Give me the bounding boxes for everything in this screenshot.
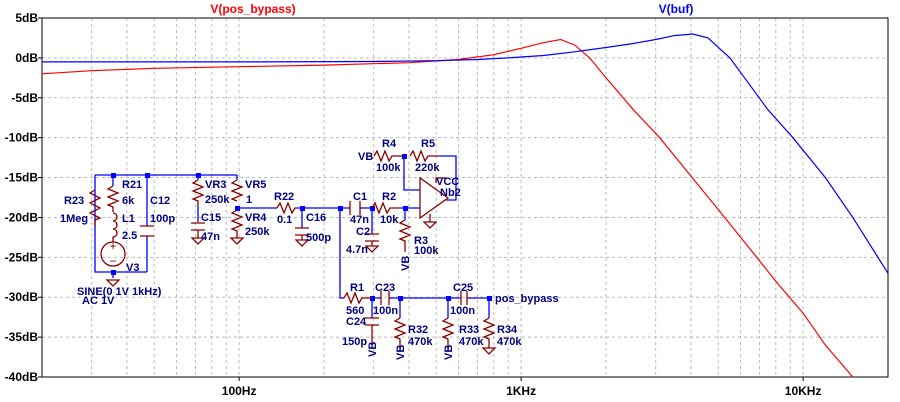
- label-r22: R22: [274, 191, 294, 203]
- legend-v-buf[interactable]: V(buf): [659, 2, 694, 16]
- y-tick-label: -35dB: [5, 330, 39, 344]
- value-r2: 10k: [380, 214, 399, 226]
- schematic[interactable]: + − R23 1Meg R21 6k L1 2.5 C12 100p V3 S…: [60, 138, 559, 360]
- y-tick-label: -25dB: [5, 250, 39, 264]
- label-c12: C12: [150, 195, 170, 207]
- value-r34: 470k: [497, 336, 522, 348]
- value-r33: 470k: [459, 336, 484, 348]
- value-r1: 560: [346, 305, 364, 317]
- label-vr4: VR4: [245, 212, 267, 224]
- value-r22: 0.1: [277, 214, 292, 226]
- net-vb-r33: VB: [443, 345, 455, 360]
- x-tick-label: 100Hz: [222, 384, 257, 398]
- value-r5: 220k: [415, 162, 440, 174]
- label-v3: V3: [126, 262, 139, 274]
- label-r21: R21: [122, 179, 142, 191]
- net-vb-c24: VB: [367, 342, 379, 357]
- value-c2: 4.7n: [346, 244, 368, 256]
- component-labels: R23 1Meg R21 6k L1 2.5 C12 100p V3 SINE(…: [60, 138, 559, 360]
- value-vr5: 1: [246, 194, 252, 206]
- plus-icon: +: [109, 239, 116, 253]
- label-r32: R32: [408, 324, 428, 336]
- value-v3-sine: SINE(0 1V 1kHz): [77, 286, 162, 298]
- components: [88, 149, 497, 355]
- bode-plot[interactable]: 5dB 0dB -5dB -10dB -15dB -20dB -25dB -30dB -35dB…: [5, 2, 889, 398]
- label-c16: C16: [306, 212, 326, 224]
- value-r23: 1Meg: [60, 213, 88, 225]
- value-vr4: 250k: [245, 226, 270, 238]
- minus-icon: −: [109, 254, 116, 268]
- value-r3: 100k: [414, 245, 439, 257]
- label-r5: R5: [421, 138, 435, 150]
- label-r1: R1: [350, 282, 364, 294]
- value-c25: 100n: [450, 305, 475, 317]
- label-c23: C23: [375, 282, 395, 294]
- label-r34: R34: [497, 324, 518, 336]
- label-r3: R3: [414, 235, 428, 247]
- label-r23: R23: [64, 195, 84, 207]
- net-vb-r4: VB: [358, 151, 373, 163]
- label-vr5: VR5: [245, 179, 266, 191]
- label-vr3: VR3: [205, 179, 226, 191]
- y-tick-label: -40dB: [5, 370, 39, 384]
- plot-frame: [41, 17, 889, 378]
- value-c12: 100p: [150, 213, 175, 225]
- x-tick-label: 1KHz: [506, 384, 536, 398]
- value-r4: 100k: [376, 162, 401, 174]
- value-c1: 47n: [350, 214, 369, 226]
- series-line-v-pos-bypass[interactable]: [41, 38, 854, 378]
- y-tick-label: 5dB: [15, 11, 38, 25]
- voltage-source-v3[interactable]: [100, 241, 126, 267]
- y-tick-label: -10dB: [5, 131, 39, 145]
- net-vcc: VCC: [436, 176, 459, 188]
- label-r33: R33: [459, 324, 479, 336]
- net-pos-bypass: pos_bypass: [495, 293, 559, 305]
- label-c1: C1: [353, 191, 367, 203]
- net-vb-r3: VB: [400, 256, 412, 271]
- value-c23: 100n: [373, 305, 398, 317]
- value-r21: 6k: [122, 195, 135, 207]
- label-c15: C15: [201, 212, 221, 224]
- net-vb-r32: VB: [395, 345, 407, 360]
- label-r4: R4: [382, 138, 397, 150]
- legend-v-pos-bypass[interactable]: V(pos_bypass): [210, 2, 295, 16]
- x-tick-label: 10KHz: [785, 384, 822, 398]
- label-r2: R2: [382, 191, 396, 203]
- value-v3-ac: AC 1V: [82, 295, 115, 307]
- value-c24: 150p: [342, 336, 367, 348]
- label-c25: C25: [453, 282, 473, 294]
- y-tick-label: -20dB: [5, 210, 39, 224]
- y-tick-label: -5dB: [11, 91, 38, 105]
- y-tick-label: -15dB: [5, 171, 39, 185]
- value-vr3: 250k: [205, 194, 230, 206]
- label-l1: L1: [122, 213, 135, 225]
- label-c24: C24: [346, 316, 367, 328]
- value-c15: 47n: [201, 231, 220, 243]
- y-tick-label: 0dB: [15, 51, 38, 65]
- label-opamp-nb2: Nb2: [440, 187, 461, 199]
- y-tick-label: -30dB: [5, 290, 39, 304]
- junction-nodes: [111, 154, 492, 301]
- label-c2: C2: [356, 226, 370, 238]
- value-c16: 500p: [306, 232, 331, 244]
- value-r32: 470k: [408, 336, 433, 348]
- series-line-v-buf[interactable]: [42, 33, 889, 274]
- value-l1: 2.5: [122, 230, 137, 242]
